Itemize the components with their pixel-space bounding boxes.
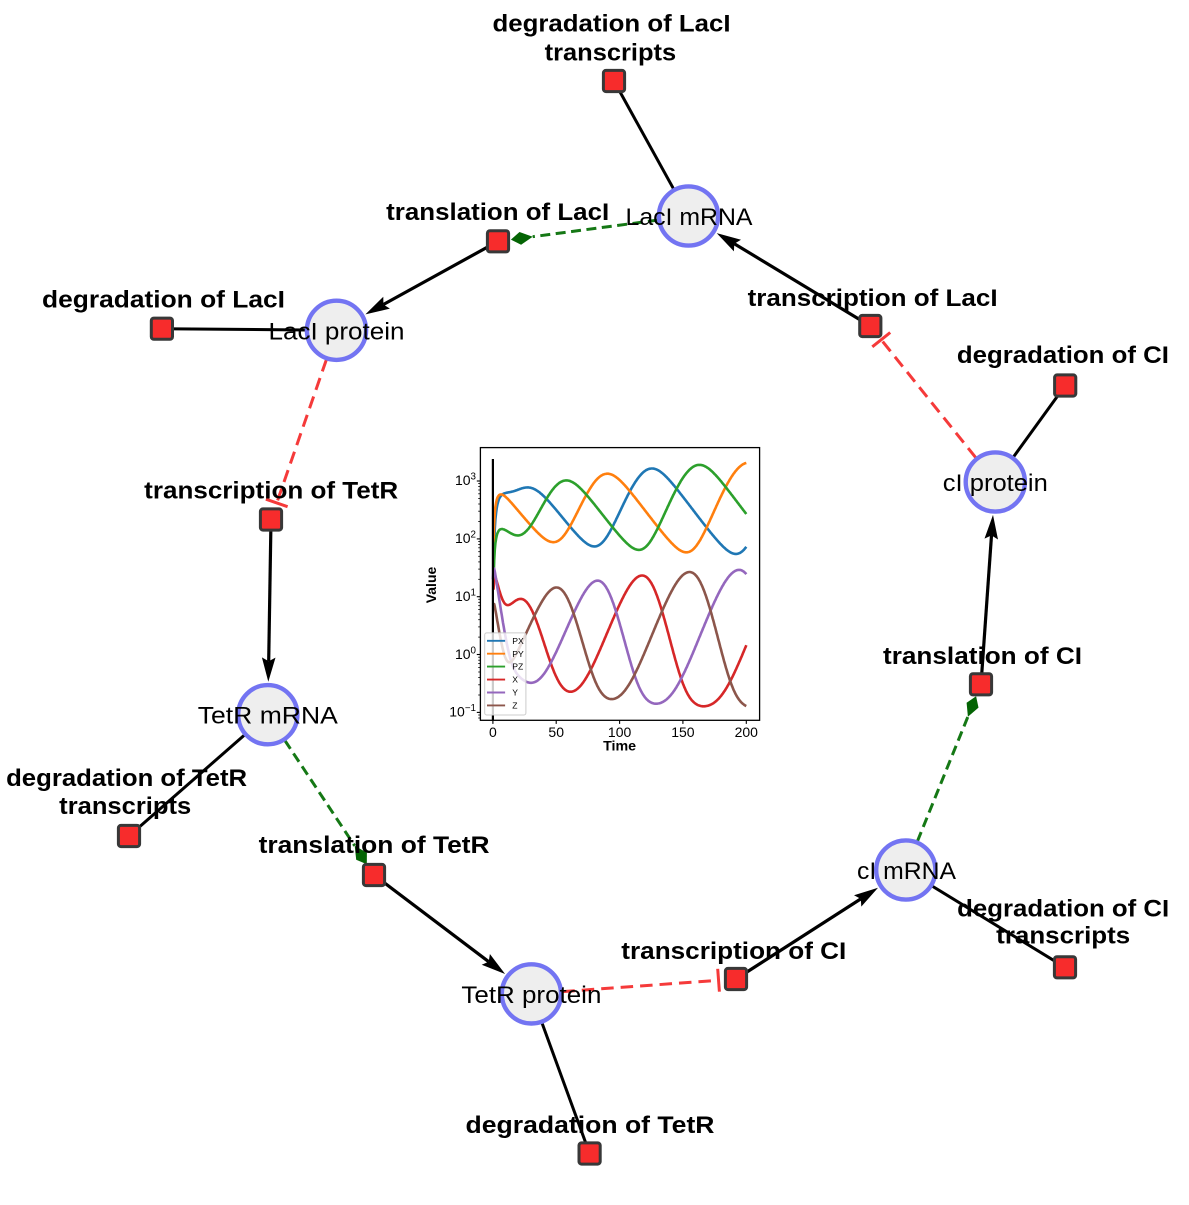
svg-text:transcripts: transcripts	[59, 793, 191, 820]
svg-text:translation of CI: translation of CI	[883, 643, 1082, 670]
svg-text:degradation of LacI: degradation of LacI	[42, 287, 285, 314]
svg-text:Value: Value	[423, 567, 439, 604]
svg-text:PZ: PZ	[512, 662, 523, 672]
svg-text:Y: Y	[512, 688, 518, 698]
svg-text:0: 0	[489, 724, 497, 740]
svg-text:degradation of LacI: degradation of LacI	[493, 11, 731, 38]
svg-text:150: 150	[671, 724, 695, 740]
svg-text:degradation of CI: degradation of CI	[957, 896, 1169, 923]
svg-text:PY: PY	[512, 649, 524, 659]
svg-text:translation of LacI: translation of LacI	[386, 199, 609, 226]
svg-text:PX: PX	[512, 636, 524, 646]
svg-text:translation of TetR: translation of TetR	[259, 832, 490, 859]
svg-text:50: 50	[548, 724, 564, 740]
svg-text:degradation of TetR: degradation of TetR	[6, 765, 247, 792]
svg-text:LacI mRNA: LacI mRNA	[626, 204, 753, 231]
svg-text:cI protein: cI protein	[943, 470, 1048, 497]
svg-text:transcription of TetR: transcription of TetR	[144, 478, 398, 505]
svg-text:TetR protein: TetR protein	[461, 982, 601, 1009]
svg-text:transcription of LacI: transcription of LacI	[748, 285, 998, 312]
svg-text:LacI protein: LacI protein	[269, 318, 405, 345]
svg-text:degradation of CI: degradation of CI	[957, 342, 1169, 369]
svg-text:Z: Z	[512, 701, 517, 711]
svg-text:cI mRNA: cI mRNA	[857, 858, 956, 885]
svg-text:TetR mRNA: TetR mRNA	[198, 703, 338, 730]
svg-text:transcription of CI: transcription of CI	[621, 938, 846, 965]
svg-text:transcripts: transcripts	[996, 923, 1130, 950]
svg-text:X: X	[512, 675, 518, 685]
svg-text:Time: Time	[603, 738, 636, 754]
svg-text:transcripts: transcripts	[545, 40, 677, 67]
svg-text:degradation of TetR: degradation of TetR	[466, 1112, 715, 1139]
svg-text:100: 100	[608, 724, 632, 740]
svg-text:200: 200	[735, 724, 759, 740]
